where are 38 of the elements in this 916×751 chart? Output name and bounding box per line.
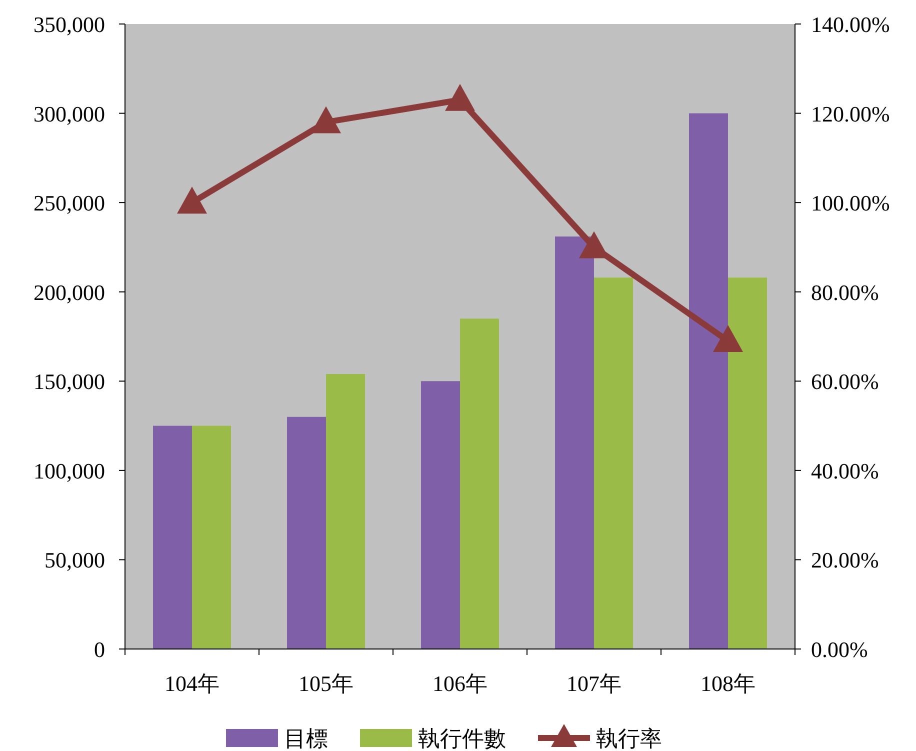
bar [555,236,594,649]
bar [287,416,326,649]
x-tick-label: 106年 [432,671,488,696]
legend-label: 執行率 [596,726,662,751]
x-tick-label: 107年 [566,671,622,696]
y-tick-label: 350,000 [34,12,105,37]
y-tick-label: 250,000 [34,190,105,216]
y-tick-label: 200,000 [34,280,105,305]
x-tick-label: 108年 [700,671,756,696]
y2-tick-label: 100.00% [811,190,890,216]
y2-tick-label: 0.00% [811,637,868,662]
x-tick-label: 105年 [298,671,354,696]
point [445,84,475,111]
bar [326,374,365,649]
y-tick-label: 300,000 [34,101,105,126]
y-tick-label: 150,000 [34,369,105,394]
y2-tick-label: 20.00% [811,548,879,573]
y2-tick-label: 60.00% [811,369,879,394]
point [177,186,207,214]
y2-tick-label: 120.00% [811,101,890,126]
bar [153,426,192,649]
y-tick-label: 50,000 [44,548,105,573]
y2-tick-label: 140.00% [811,12,890,37]
bar [594,278,633,649]
y2-tick-label: 40.00% [811,458,879,484]
legend-label: 執行件數 [418,726,506,751]
y-tick-label: 100,000 [34,458,105,484]
bar [689,113,728,649]
legend-label: 目標 [284,726,328,751]
point [713,324,743,352]
y2-tick-label: 80.00% [811,280,879,305]
point [311,106,341,134]
bar [728,278,767,649]
bar [460,318,499,649]
x-tick-label: 104年 [164,671,220,696]
bar [192,426,231,649]
bar [421,381,460,649]
y-tick-label: 0 [94,637,105,662]
